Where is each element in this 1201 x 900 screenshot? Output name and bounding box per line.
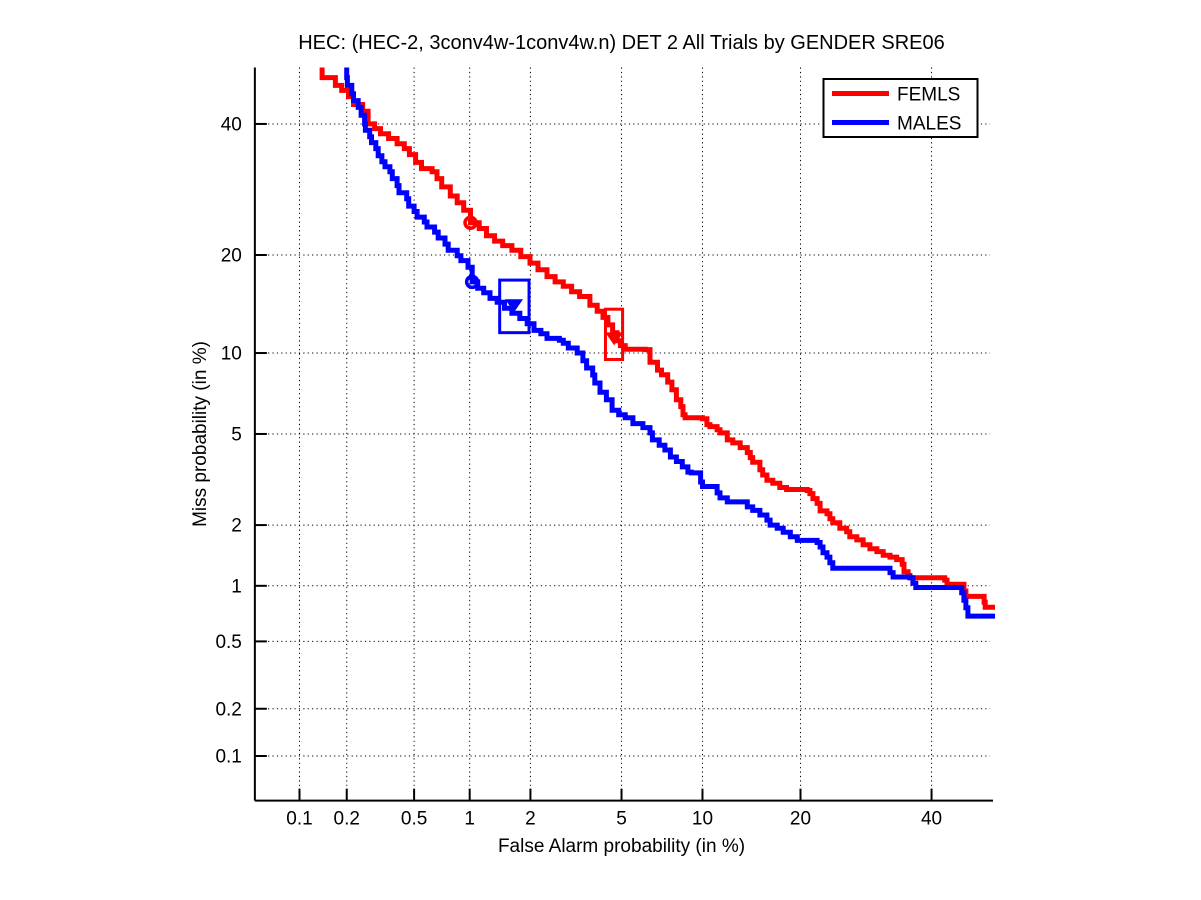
legend-box — [822, 78, 979, 138]
y-tick-label-5: 5 — [231, 424, 242, 445]
x-tick-label-0.1: 0.1 — [286, 809, 312, 830]
x-tick-label-10: 10 — [692, 809, 713, 830]
curve-males — [344, 67, 995, 619]
y-tick-label-0.5: 0.5 — [215, 632, 241, 653]
marker-circle-males — [464, 274, 480, 290]
x-tick-label-1: 1 — [464, 809, 475, 830]
y-tick-label-10: 10 — [221, 344, 242, 365]
y-tick-label-20: 20 — [221, 246, 242, 267]
marker-triangle-males — [505, 299, 524, 313]
y-tick-label-40: 40 — [221, 114, 242, 135]
y-tick-label-1: 1 — [231, 576, 242, 597]
y-axis-label: Miss probability (in %) — [190, 341, 211, 527]
x-tick-label-20: 20 — [790, 809, 811, 830]
y-tick-label-2: 2 — [231, 516, 242, 537]
legend-label-males: MALES — [897, 114, 961, 135]
chart-title: HEC: (HEC-2, 3conv4w-1conv4w.n) DET 2 Al… — [298, 32, 945, 54]
marker-triangle-femls — [605, 332, 624, 346]
x-axis-label: False Alarm probability (in %) — [497, 836, 746, 857]
x-tick-label-5: 5 — [616, 809, 627, 830]
y-tick-label-0.2: 0.2 — [215, 699, 241, 720]
marker-box-femls — [603, 307, 625, 361]
x-tick-label-0.5: 0.5 — [401, 809, 427, 830]
x-tick-label-40: 40 — [921, 809, 942, 830]
marker-circle-femls — [463, 215, 478, 230]
x-tick-label-2: 2 — [525, 809, 536, 830]
marker-box-males — [498, 278, 531, 335]
curve-femls — [319, 67, 995, 610]
y-tick-label-0.1: 0.1 — [215, 747, 241, 768]
legend-label-femls: FEMLS — [897, 85, 960, 106]
x-tick-label-0.2: 0.2 — [334, 809, 360, 830]
